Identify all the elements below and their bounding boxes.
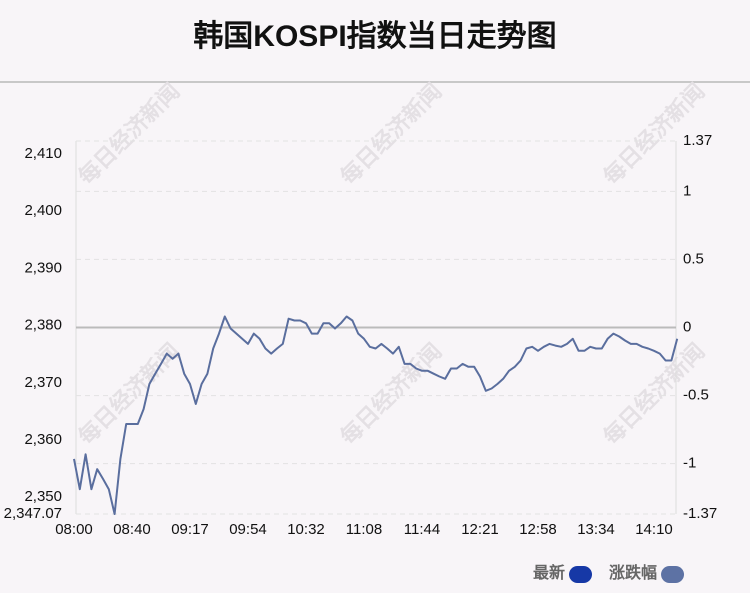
y-tick-label: 2,370 — [24, 374, 62, 391]
y-tick-label: 2,380 — [24, 317, 62, 334]
price-line — [73, 315, 679, 515]
y2-tick-label: 0 — [683, 318, 691, 335]
x-tick-label: 09:54 — [229, 521, 267, 538]
y2-tick-label: 1 — [683, 182, 691, 199]
y2-tick-label: 1.37 — [683, 132, 712, 149]
x-tick-label: 12:21 — [461, 521, 499, 538]
y2-tick-label: -0.5 — [683, 387, 709, 404]
y-tick-label: 2,410 — [24, 145, 62, 162]
legend-label: 最新 — [533, 563, 565, 582]
x-tick-label: 08:40 — [113, 521, 151, 538]
x-tick-label: 08:00 — [55, 521, 93, 538]
y-tick-label: 2,350 — [24, 488, 62, 505]
y2-tick-label: -1 — [683, 455, 696, 472]
y-tick-label: 2,400 — [24, 202, 62, 219]
legend-label: 涨跌幅 — [609, 563, 657, 582]
y2-tick-label: 0.5 — [683, 250, 704, 267]
y-tick-label: 2,347.07 — [4, 505, 62, 522]
x-tick-label: 11:44 — [404, 521, 440, 538]
x-tick-label: 09:17 — [171, 521, 209, 538]
legend-swatch — [661, 566, 685, 583]
x-tick-label: 14:10 — [635, 521, 673, 538]
x-tick-label: 12:58 — [519, 521, 557, 538]
legend-swatch — [569, 566, 593, 583]
chart-title: 韩国KOSPI指数当日走势图 — [193, 20, 556, 53]
x-tick-label: 10:32 — [287, 521, 325, 538]
x-tick-label: 11:08 — [346, 521, 382, 538]
y2-tick-label: -1.37 — [683, 505, 717, 522]
y-tick-label: 2,360 — [24, 431, 62, 448]
y-tick-label: 2,390 — [24, 259, 62, 276]
x-tick-label: 13:34 — [577, 521, 615, 538]
